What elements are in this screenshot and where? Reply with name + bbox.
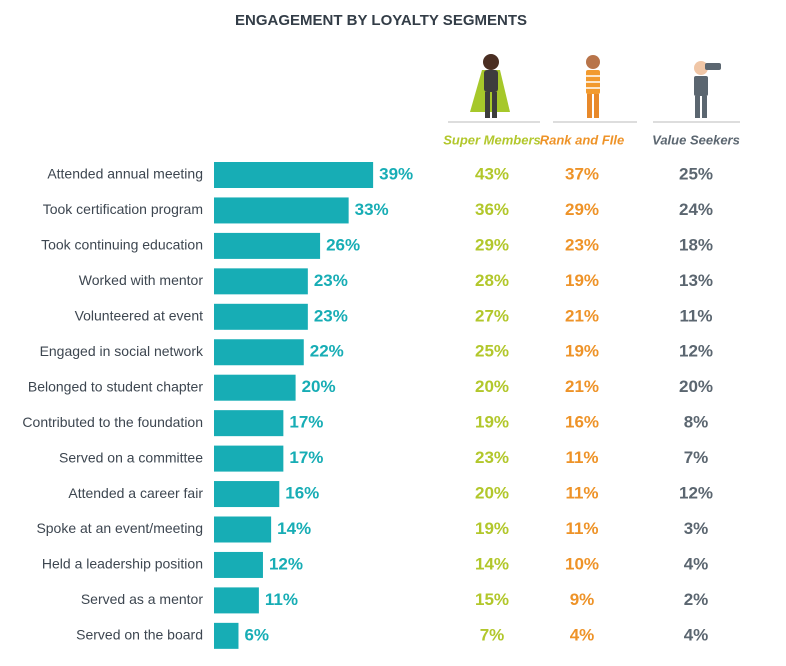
bar [214, 622, 239, 649]
bar [214, 197, 349, 224]
super-member-icon [470, 54, 510, 118]
category-label: Served on a committee [59, 449, 203, 465]
column-header: Value Seekers [652, 132, 740, 147]
segment-value: 7% [684, 448, 709, 467]
segment-value: 37% [565, 164, 599, 183]
segment-value: 29% [475, 235, 509, 254]
segment-value: 25% [475, 342, 509, 361]
segment-value: 20% [475, 484, 509, 503]
category-label: Belonged to student chapter [28, 378, 203, 394]
category-label: Engaged in social network [40, 343, 204, 359]
bar [214, 162, 374, 188]
segment-value: 19% [565, 342, 599, 361]
segment-value: 4% [570, 625, 595, 644]
segment-value: 19% [565, 271, 599, 290]
bar-value-label: 14% [277, 519, 311, 538]
category-label: Served as a mentor [81, 591, 204, 607]
segment-value: 10% [565, 554, 599, 573]
segment-value: 11% [679, 306, 712, 325]
bar [214, 516, 272, 543]
bar [214, 339, 304, 366]
segment-value: 9% [570, 590, 595, 609]
bar-value-label: 20% [302, 377, 336, 396]
category-label: Took certification program [43, 201, 203, 217]
segment-value: 19% [475, 413, 509, 432]
segment-value: 20% [679, 377, 713, 396]
segment-value: 21% [565, 306, 599, 325]
bar-value-label: 12% [269, 554, 303, 573]
segment-value: 2% [684, 590, 709, 609]
chart-title: ENGAGEMENT BY LOYALTY SEGMENTS [235, 12, 527, 29]
segment-value: 4% [684, 625, 709, 644]
category-label: Attended a career fair [68, 485, 203, 501]
rank-and-file-icon [586, 55, 600, 118]
bar [214, 268, 308, 295]
bar-value-label: 23% [314, 271, 348, 290]
segment-value: 12% [679, 342, 713, 361]
segment-value: 7% [480, 625, 505, 644]
segment-value: 13% [679, 271, 713, 290]
segment-value: 19% [475, 519, 509, 538]
category-label: Worked with mentor [79, 272, 204, 288]
column-header: Super Members [443, 132, 541, 147]
segment-value: 12% [679, 484, 713, 503]
segment-value: 11% [565, 448, 598, 467]
segment-value: 8% [684, 413, 709, 432]
segment-value: 18% [679, 235, 713, 254]
bar [214, 410, 284, 437]
bar [214, 374, 296, 401]
segment-value: 3% [684, 519, 709, 538]
bar-value-label: 17% [289, 448, 323, 467]
segment-value: 23% [475, 448, 509, 467]
segment-value: 16% [565, 413, 599, 432]
segment-value: 27% [475, 306, 509, 325]
segment-value: 11% [565, 519, 598, 538]
column-header: Rank and FIle [540, 132, 625, 147]
bar [214, 587, 259, 614]
category-label: Held a leadership position [42, 556, 203, 572]
segment-value: 23% [565, 235, 599, 254]
category-label: Contributed to the foundation [22, 414, 203, 430]
bar-value-label: 16% [285, 484, 319, 503]
segment-value: 20% [475, 377, 509, 396]
segment-value: 21% [565, 377, 599, 396]
category-label: Attended annual meeting [47, 166, 203, 182]
segment-value: 29% [565, 200, 599, 219]
bar-value-label: 17% [289, 413, 323, 432]
bar-value-label: 33% [355, 200, 389, 219]
bar [214, 232, 321, 259]
category-label: Took continuing education [41, 237, 203, 253]
category-label: Volunteered at event [75, 308, 204, 324]
segment-value: 15% [475, 590, 509, 609]
segment-value: 11% [565, 484, 598, 503]
category-label: Served on the board [76, 627, 203, 643]
bar [214, 303, 308, 330]
segment-value: 14% [475, 554, 509, 573]
bar-value-label: 23% [314, 306, 348, 325]
segment-value: 24% [679, 200, 713, 219]
segment-value: 36% [475, 200, 509, 219]
segment-value: 43% [475, 164, 509, 183]
bar [214, 551, 263, 578]
bar-value-label: 26% [326, 235, 360, 254]
segment-value: 25% [679, 164, 713, 183]
bar-value-label: 11% [265, 590, 298, 609]
segment-value: 4% [684, 554, 709, 573]
bar-value-label: 22% [310, 342, 344, 361]
value-seeker-icon [694, 61, 721, 118]
bar-value-label: 6% [244, 625, 269, 644]
bar [214, 481, 280, 508]
category-label: Spoke at an event/meeting [36, 520, 203, 536]
bar [214, 445, 284, 472]
bar-value-label: 39% [379, 164, 413, 183]
segment-value: 28% [475, 271, 509, 290]
